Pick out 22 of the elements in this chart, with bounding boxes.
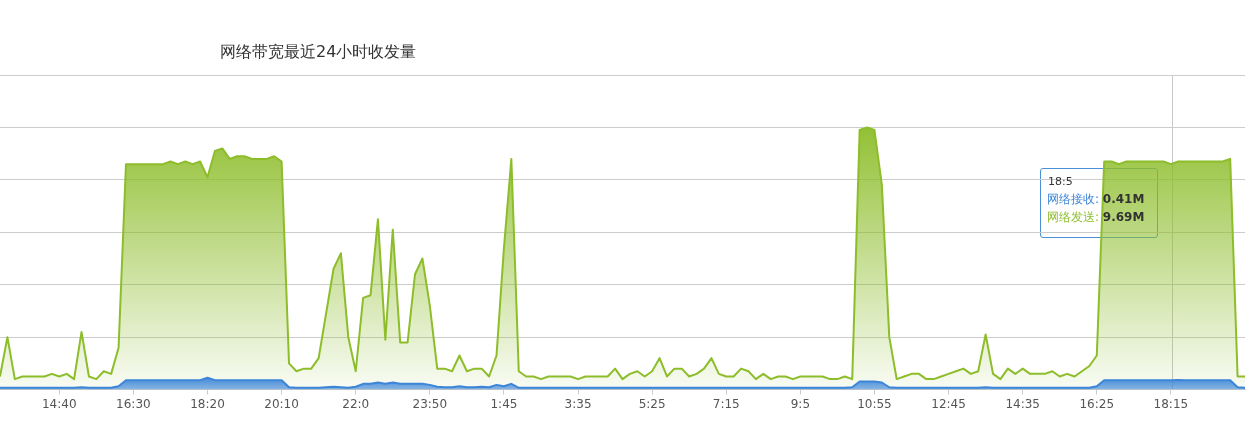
annotation: : 0.41M bbox=[1095, 192, 1145, 207]
x-tick-label: 20:10 bbox=[264, 396, 299, 411]
chart-title: 网络带宽最近24小时收发量 bbox=[220, 42, 417, 63]
x-tick-label: 16:25 bbox=[1079, 396, 1115, 411]
x-tick-label: 10:55 bbox=[857, 396, 892, 411]
x-tick-label: 23:50 bbox=[412, 396, 448, 411]
x-tick-label: 12:45 bbox=[931, 396, 966, 411]
x-tick-label: 14:40 bbox=[41, 396, 77, 411]
text: 网络接收 bbox=[1047, 192, 1095, 207]
series-label: 网络发送 bbox=[1047, 210, 1095, 225]
x-tick-label: 18:20 bbox=[190, 396, 225, 411]
annotation: 18:5 bbox=[1048, 174, 1073, 188]
annotation: : 9.69M bbox=[1095, 210, 1145, 225]
x-tick-label: 1:45 bbox=[490, 396, 518, 411]
x-tick-label: 18:15 bbox=[1153, 396, 1189, 411]
x-tick-label: 22:0 bbox=[342, 396, 370, 411]
x-tick-label: 9:5 bbox=[790, 396, 811, 411]
x-tick-label: 14:35 bbox=[1005, 396, 1040, 411]
x-tick-label: 3:35 bbox=[564, 396, 592, 411]
x-tick-label: 16:30 bbox=[116, 396, 151, 411]
x-tick-label: 5:25 bbox=[638, 396, 666, 411]
x-tick-label: 7:15 bbox=[712, 396, 740, 411]
